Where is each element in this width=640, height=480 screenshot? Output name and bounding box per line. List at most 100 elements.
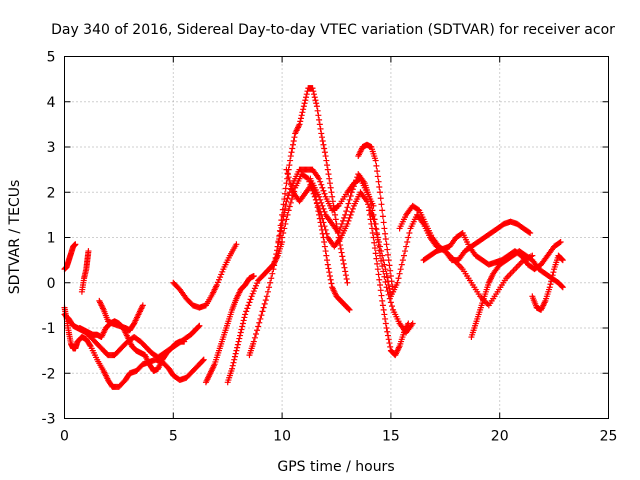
data-point <box>251 334 258 341</box>
data-point <box>231 353 238 360</box>
data-point <box>379 302 386 309</box>
data-point <box>344 220 351 227</box>
data-point <box>343 208 350 215</box>
y-tick-label: 1 <box>47 231 56 247</box>
data-point <box>256 319 263 326</box>
data-point <box>279 211 286 218</box>
data-point <box>353 177 360 184</box>
data-point <box>368 202 375 209</box>
data-point <box>332 211 339 218</box>
data-point <box>385 257 392 264</box>
plot-frame <box>64 56 609 419</box>
data-point <box>387 299 394 306</box>
data-point <box>380 306 387 313</box>
data-point <box>257 315 264 322</box>
data-point <box>290 137 297 144</box>
series-arc-16 <box>366 207 412 359</box>
data-point <box>254 327 261 334</box>
data-point <box>348 189 355 196</box>
data-point <box>229 365 236 372</box>
data-point <box>377 282 384 289</box>
data-point <box>250 288 257 295</box>
y-axis-label: SDTVAR / TECUs <box>7 180 23 295</box>
data-point <box>262 297 269 304</box>
data-point <box>312 97 319 104</box>
data-point <box>72 241 79 248</box>
data-point <box>291 134 298 141</box>
data-point <box>378 257 385 264</box>
data-point <box>287 199 294 206</box>
data-point <box>374 168 381 175</box>
data-point <box>286 177 293 184</box>
x-tick-labels: 0 5 10 15 20 25 <box>60 429 617 445</box>
data-point <box>324 257 331 264</box>
data-point <box>297 118 304 125</box>
data-point <box>250 272 257 279</box>
data-point <box>247 296 254 303</box>
data-point <box>86 341 93 348</box>
data-point <box>250 338 257 345</box>
data-point <box>394 279 401 286</box>
data-point <box>317 219 324 226</box>
data-point <box>351 180 358 187</box>
data-point <box>324 166 331 173</box>
data-point <box>282 190 289 197</box>
data-point <box>323 252 330 259</box>
data-point <box>374 236 381 243</box>
data-point <box>315 208 322 215</box>
data-point <box>321 208 328 215</box>
data-point <box>284 170 291 177</box>
data-point <box>217 274 224 281</box>
data-point <box>274 247 281 254</box>
data-point <box>546 284 553 291</box>
data-point <box>380 268 387 275</box>
data-point <box>406 229 413 236</box>
series-arc-2 <box>61 304 207 390</box>
data-point <box>264 288 271 295</box>
data-point <box>367 198 374 205</box>
data-point <box>332 216 339 223</box>
data-point <box>405 320 412 327</box>
y-tick-label: 3 <box>47 140 56 156</box>
data-point <box>548 275 555 282</box>
x-tick-label: 15 <box>382 429 400 445</box>
data-point <box>381 225 388 232</box>
data-point <box>279 234 286 241</box>
data-point <box>234 344 241 351</box>
data-point <box>255 323 262 330</box>
data-point <box>239 323 246 330</box>
series-arc-11 <box>274 85 351 286</box>
data-point <box>304 88 311 95</box>
data-point <box>340 257 347 264</box>
data-point <box>286 203 293 210</box>
data-point <box>245 302 252 309</box>
x-axis-label: GPS time / hours <box>277 459 394 475</box>
data-point <box>266 284 273 291</box>
data-point <box>379 263 386 270</box>
data-point <box>267 279 274 286</box>
data-point <box>341 264 348 271</box>
data-point <box>241 314 248 321</box>
data-point <box>368 220 375 227</box>
data-point <box>288 149 295 156</box>
data-point <box>329 198 336 205</box>
data-point <box>382 230 389 237</box>
data-point <box>310 88 317 95</box>
data-point <box>316 116 323 123</box>
data-point <box>321 149 328 156</box>
data-point <box>313 200 320 207</box>
data-point <box>342 211 349 218</box>
series-arc-18 <box>420 229 564 273</box>
data-point <box>304 174 311 181</box>
y-tick-label: -1 <box>42 321 56 337</box>
data-point <box>318 223 325 230</box>
data-point <box>371 239 378 246</box>
data-point <box>526 229 533 236</box>
data-point <box>386 295 393 302</box>
y-tick-labels: -3 -2 -1 0 1 2 3 4 5 <box>42 50 56 428</box>
series-arc-9 <box>224 239 286 386</box>
data-point <box>287 153 294 160</box>
data-point <box>329 193 336 200</box>
series-arc-5 <box>78 248 92 295</box>
data-point <box>395 275 402 282</box>
